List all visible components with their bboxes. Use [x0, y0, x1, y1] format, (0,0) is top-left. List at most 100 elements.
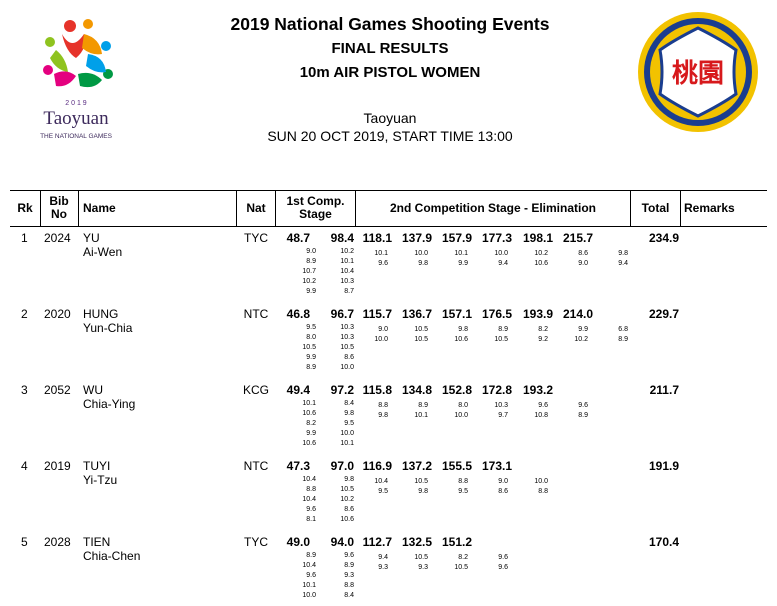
- elimination-score: 152.8: [441, 383, 472, 397]
- table-row: 4 2019 TUYI Yi-Tzu NTC 47.3 97.0 10.4 8.8 10.4 9.6…: [0, 459, 777, 535]
- elimination-shot: 8.9: [618, 336, 628, 343]
- name-cell: YU Ai-Wen: [83, 231, 122, 259]
- stage1-series-a: 8.2: [306, 420, 316, 427]
- column-divider: [78, 190, 79, 226]
- total-cell: 191.9: [648, 459, 679, 473]
- bib-cell: 2052: [44, 383, 71, 397]
- athlete-given-name: Yun-Chia: [83, 321, 133, 335]
- elimination-score: 172.8: [481, 383, 512, 397]
- stage1-score-b: 98.4: [330, 231, 354, 245]
- stage1-series-b: 8.6: [344, 354, 354, 361]
- elimination-shot: 9.0: [578, 260, 588, 267]
- stage1-score-a: 49.4: [286, 383, 310, 397]
- stage1-series-b: 8.9: [344, 562, 354, 569]
- stage1-series-b: 10.3: [340, 334, 354, 341]
- column-header-second-stage: 2nd Competition Stage - Elimination: [389, 201, 596, 215]
- column-header-remarks: Remarks: [684, 201, 735, 215]
- stage1-score-b: 97.2: [330, 383, 354, 397]
- elimination-score: 137.9: [401, 231, 432, 245]
- elimination-shot: 8.2: [458, 554, 468, 561]
- elimination-shot: 9.4: [618, 260, 628, 267]
- stage1-series-a: 10.0: [302, 592, 316, 599]
- bib-cell: 2020: [44, 307, 71, 321]
- elimination-shot: 9.8: [418, 488, 428, 495]
- elimination-shot: 10.8: [534, 412, 548, 419]
- name-cell: TUYI Yi-Tzu: [83, 459, 117, 487]
- elimination-score: 193.9: [522, 307, 553, 321]
- athlete-surname: TIEN: [83, 535, 111, 549]
- elimination-shot: 9.8: [618, 250, 628, 257]
- column-header-rank: Rk: [17, 201, 33, 215]
- elimination-shot: 9.0: [498, 478, 508, 485]
- taoyuan-games-logo: 2 0 1 9 Taoyuan THE NATIONAL GAMES: [40, 19, 113, 140]
- column-divider: [275, 190, 276, 226]
- stage1-series-a: 10.2: [302, 278, 316, 285]
- elimination-shot: 10.1: [414, 412, 428, 419]
- stage1-series-b: 10.2: [340, 248, 354, 255]
- column-header-total: Total: [641, 201, 670, 215]
- elimination-shot: 10.5: [414, 326, 428, 333]
- athlete-surname: YU: [83, 231, 100, 245]
- elimination-shot: 10.5: [494, 336, 508, 343]
- elimination-shot: 9.0: [378, 326, 388, 333]
- elimination-score: 132.5: [401, 535, 432, 549]
- stage1-series-a: 8.1: [306, 516, 316, 523]
- elimination-score: 116.9: [362, 459, 392, 473]
- elimination-shot: 10.5: [414, 554, 428, 561]
- rank-cell: 2: [21, 307, 28, 321]
- athlete-given-name: Chia-Ying: [83, 397, 136, 411]
- stage1-series-b: 9.8: [344, 410, 354, 417]
- elimination-shot: 9.6: [538, 402, 548, 409]
- stage1-series-b: 10.4: [340, 268, 354, 275]
- stage1-series-a: 8.9: [306, 552, 316, 559]
- stage1-series-a: 10.4: [302, 562, 316, 569]
- event-name: 10m AIR PISTOL WOMEN: [299, 64, 481, 81]
- nat-cell: TYC: [244, 231, 268, 245]
- elimination-shot: 10.2: [574, 336, 588, 343]
- elimination-score: 136.7: [401, 307, 432, 321]
- stage1-series-a: 10.7: [302, 268, 316, 275]
- stage1-series-b: 10.1: [340, 440, 354, 447]
- elimination-score: 198.1: [522, 231, 553, 245]
- event-date: SUN 20 OCT 2019, START TIME 13:00: [267, 128, 513, 144]
- stage1-series-a: 10.4: [302, 476, 316, 483]
- stage1-series-b: 10.2: [340, 496, 354, 503]
- elimination-shot: 8.6: [578, 250, 588, 257]
- elimination-score: 151.2: [441, 535, 472, 549]
- athlete-surname: TUYI: [83, 459, 111, 473]
- elimination-shot: 9.4: [498, 260, 508, 267]
- elimination-shot: 9.5: [378, 488, 388, 495]
- athlete-given-name: Yi-Tzu: [83, 473, 118, 487]
- athlete-surname: WU: [83, 383, 103, 397]
- stage1-series-b: 9.6: [344, 552, 354, 559]
- elimination-score: 112.7: [362, 535, 392, 549]
- elimination-score: 157.1: [441, 307, 472, 321]
- stage1-series-a: 9.5: [306, 324, 316, 331]
- elimination-shot: 9.8: [418, 260, 428, 267]
- stage1-series-b: 10.0: [340, 430, 354, 437]
- column-divider: [40, 190, 41, 226]
- column-divider: [355, 190, 356, 226]
- elimination-shot: 9.8: [458, 326, 468, 333]
- nat-cell: NTC: [243, 459, 269, 473]
- elimination-shot: 8.9: [498, 326, 508, 333]
- stage1-series-b: 10.3: [340, 278, 354, 285]
- athlete-surname: HUNG: [83, 307, 119, 321]
- results-subtitle: FINAL RESULTS: [331, 40, 449, 57]
- stage1-series-a: 8.8: [306, 486, 316, 493]
- table-row: 2 2020 HUNG Yun-Chia NTC 46.8 96.7 9.5 8.0 10.5 9.…: [0, 307, 777, 383]
- stage1-series-b: 10.5: [340, 486, 354, 493]
- stage1-score-a: 47.3: [286, 459, 310, 473]
- elimination-shot: 10.0: [534, 478, 548, 485]
- total-cell: 234.9: [648, 231, 679, 245]
- elimination-shot: 9.6: [498, 554, 508, 561]
- taoyuan-emblem-logo: 桃園: [638, 12, 758, 132]
- stage1-series-b: 8.4: [344, 400, 354, 407]
- elimination-shot: 10.1: [454, 250, 468, 257]
- elimination-shot: 10.6: [534, 260, 548, 267]
- elimination-shot: 10.5: [414, 478, 428, 485]
- stage1-score-a: 49.0: [286, 535, 310, 549]
- elimination-shot: 8.9: [578, 412, 588, 419]
- stage1-series-b: 10.6: [340, 516, 354, 523]
- stage1-series-a: 9.9: [306, 288, 316, 295]
